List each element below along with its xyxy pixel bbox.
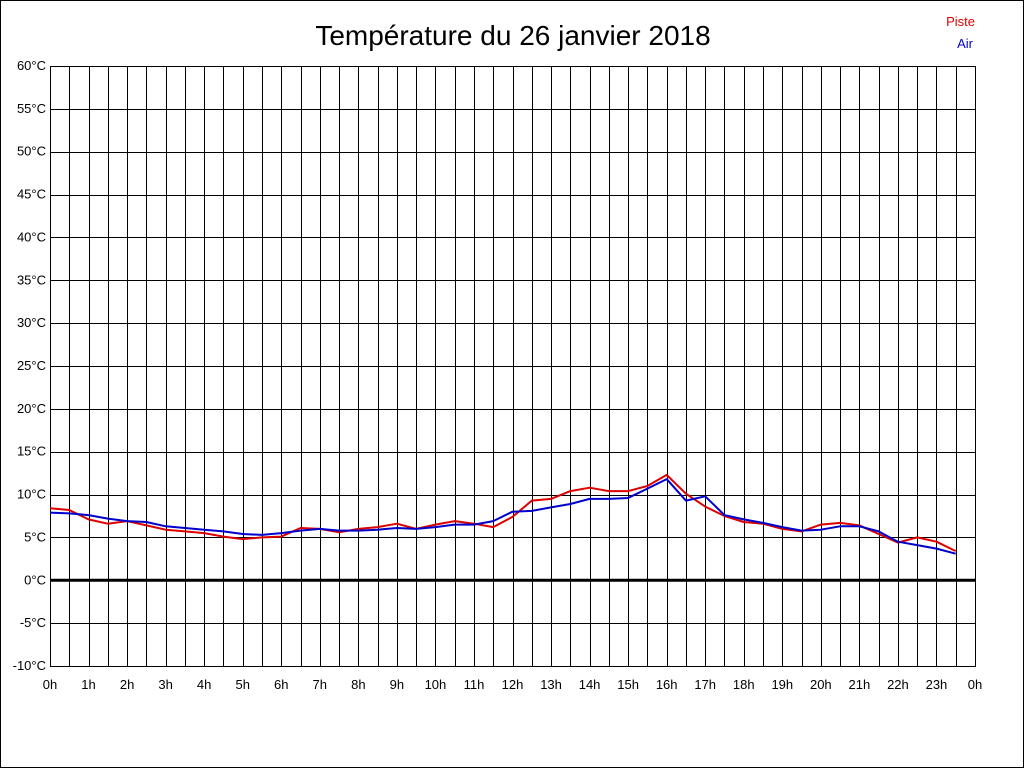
x-tick-label: 8h xyxy=(351,677,365,692)
legend-air: Air xyxy=(957,36,974,51)
x-tick-label: 15h xyxy=(617,677,639,692)
x-tick-label: 5h xyxy=(235,677,249,692)
series-lines xyxy=(49,473,957,555)
x-tick-label: 18h xyxy=(733,677,755,692)
x-tick-label: 13h xyxy=(540,677,562,692)
major-grid xyxy=(50,66,976,667)
y-tick-label: 15°C xyxy=(17,444,46,459)
chart-title: Température du 26 janvier 2018 xyxy=(315,20,710,51)
y-tick-label: 45°C xyxy=(17,187,46,202)
x-tick-label: 21h xyxy=(849,677,871,692)
x-tick-label: 23h xyxy=(926,677,948,692)
x-tick-label: 9h xyxy=(390,677,404,692)
x-tick-label: 3h xyxy=(158,677,172,692)
x-tick-label: 1h xyxy=(81,677,95,692)
y-tick-label: 55°C xyxy=(17,101,46,116)
x-tick-label: 2h xyxy=(120,677,134,692)
x-tick-label: 19h xyxy=(771,677,793,692)
x-tick-label: 6h xyxy=(274,677,288,692)
y-tick-label: 30°C xyxy=(17,315,46,330)
y-tick-label: 60°C xyxy=(17,58,46,73)
y-axis-ticks: -10°C -5°C 0°C 5°C 10°C 15°C 20°C 25°C 30°C 35°C 4… xyxy=(13,58,46,673)
y-tick-label: 25°C xyxy=(17,358,46,373)
x-tick-label: 20h xyxy=(810,677,832,692)
y-tick-label: 0°C xyxy=(24,572,46,587)
x-tick-label: 17h xyxy=(694,677,716,692)
x-tick-label: 22h xyxy=(887,677,909,692)
y-tick-label: 10°C xyxy=(17,487,46,502)
x-tick-label: 7h xyxy=(313,677,327,692)
y-tick-label: 35°C xyxy=(17,272,46,287)
y-tick-label: -5°C xyxy=(20,615,46,630)
y-tick-label: 5°C xyxy=(24,529,46,544)
x-tick-label: 0h xyxy=(43,677,57,692)
y-tick-label: 40°C xyxy=(17,229,46,244)
legend-piste: Piste xyxy=(946,14,975,29)
y-tick-label: 50°C xyxy=(17,144,46,159)
y-tick-label: 20°C xyxy=(17,401,46,416)
x-tick-label: 10h xyxy=(425,677,447,692)
plot-area-border xyxy=(50,66,976,667)
x-tick-label: 16h xyxy=(656,677,678,692)
x-tick-label: 11h xyxy=(464,677,485,692)
x-tick-label: 14h xyxy=(579,677,601,692)
x-tick-label: 0h xyxy=(968,677,982,692)
y-tick-label: -10°C xyxy=(13,658,46,673)
series-line-air xyxy=(49,478,956,555)
x-tick-label: 4h xyxy=(197,677,211,692)
x-tick-label: 12h xyxy=(502,677,524,692)
plot-border xyxy=(50,66,976,667)
x-axis-ticks: 0h 1h 2h 3h 4h 5h 6h 7h 8h 9h 10h 11h 12h 13h 14h 15h 16… xyxy=(43,677,982,692)
